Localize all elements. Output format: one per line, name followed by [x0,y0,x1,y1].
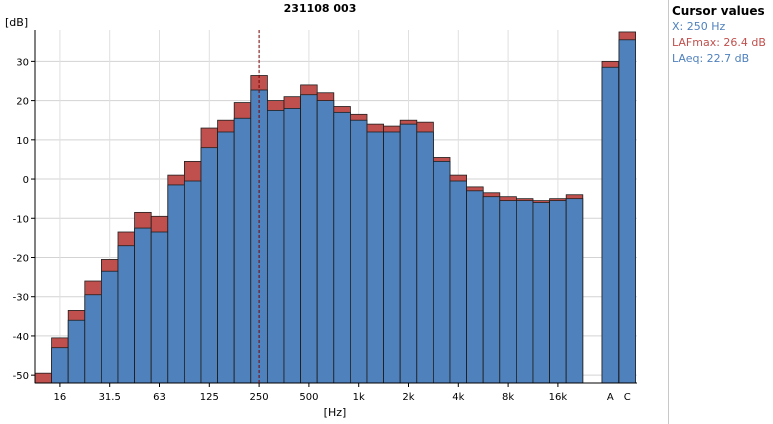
bar-laeq[interactable] [51,347,69,384]
cursor-lafmax-value: LAFmax: 26.4 dB [672,36,766,49]
overall-tick-label: C [624,392,631,403]
bar-laeq[interactable] [532,202,551,384]
bar-laeq[interactable] [333,111,351,384]
bar-laeq[interactable] [416,131,434,384]
bar-laeq[interactable] [167,184,185,384]
cursor-values-panel: Cursor values X: 250 Hz LAFmax: 26.4 dB … [668,0,773,424]
x-tick-label: 125 [200,392,219,403]
x-tick-label: 8k [502,392,514,403]
bar-laeq[interactable] [549,200,567,384]
bar-laeq[interactable] [565,198,584,384]
bar-laeq[interactable] [84,294,102,384]
bar-lafmax[interactable] [34,372,53,384]
overall-bar-laeq[interactable] [601,66,620,384]
bar-laeq[interactable] [300,94,318,384]
cursor-x-value: X: 250 Hz [672,20,726,33]
bar-laeq[interactable] [183,180,202,384]
overall-bar-laeq[interactable] [618,39,637,384]
x-tick-label: 250 [250,392,269,403]
bar-laeq[interactable] [399,123,418,384]
chart-title: 231108 003 [284,2,357,15]
y-tick-label: -50 [13,371,29,382]
overall-tick-label: A [607,392,614,403]
bar-laeq[interactable] [117,245,136,384]
bar-laeq[interactable] [233,117,252,384]
x-tick-label: 1k [353,392,365,403]
bar-laeq[interactable] [283,108,302,384]
bar-laeq[interactable] [383,131,401,384]
y-axis-unit: [dB] [5,16,28,29]
y-tick-label: 30 [16,57,29,68]
bar-laeq[interactable] [449,180,468,384]
bar-laeq[interactable] [316,100,335,384]
x-axis-unit: [Hz] [324,406,347,419]
bar-laeq[interactable] [349,119,368,384]
bar-laeq[interactable] [150,231,169,384]
x-tick-label: 31.5 [99,392,121,403]
bar-laeq[interactable] [217,131,235,384]
x-tick-label: 2k [402,392,414,403]
chart-canvas[interactable]: 231108 003 [dB] [Hz] 30 20 10 0 -10 -20 -30 -40… [0,0,668,424]
bar-laeq[interactable] [134,227,152,384]
bar-laeq[interactable] [200,147,219,384]
bar-laeq[interactable] [499,200,517,384]
x-tick-label: 16k [549,392,568,403]
spectrum-chart[interactable]: 231108 003 [dB] [Hz] 30 20 10 0 -10 -20 -30 -40… [0,0,668,424]
bar-laeq[interactable] [432,160,451,384]
bar-laeq[interactable] [366,131,385,384]
y-tick-label: -20 [13,253,29,264]
x-tick-label: 500 [299,392,318,403]
bar-laeq[interactable] [482,196,501,384]
y-tick-label: -40 [13,332,29,343]
cursor-panel-title: Cursor values [672,4,765,18]
x-tick-label: 63 [153,392,166,403]
cursor-laeq-value: LAeq: 22.7 dB [672,52,750,65]
y-tick-label: 20 [16,97,29,108]
bar-laeq[interactable] [516,200,534,384]
y-tick-label: 10 [16,136,29,147]
bar-laeq[interactable] [101,270,119,384]
x-tick-label: 4k [452,392,464,403]
bar-laeq[interactable] [67,319,86,384]
y-tick-label: 0 [23,175,29,186]
x-tick-label: 16 [54,392,67,403]
bar-laeq[interactable] [466,190,484,384]
y-tick-label: -30 [13,293,29,304]
bar-laeq[interactable] [266,110,285,384]
y-tick-label: -10 [13,214,29,225]
